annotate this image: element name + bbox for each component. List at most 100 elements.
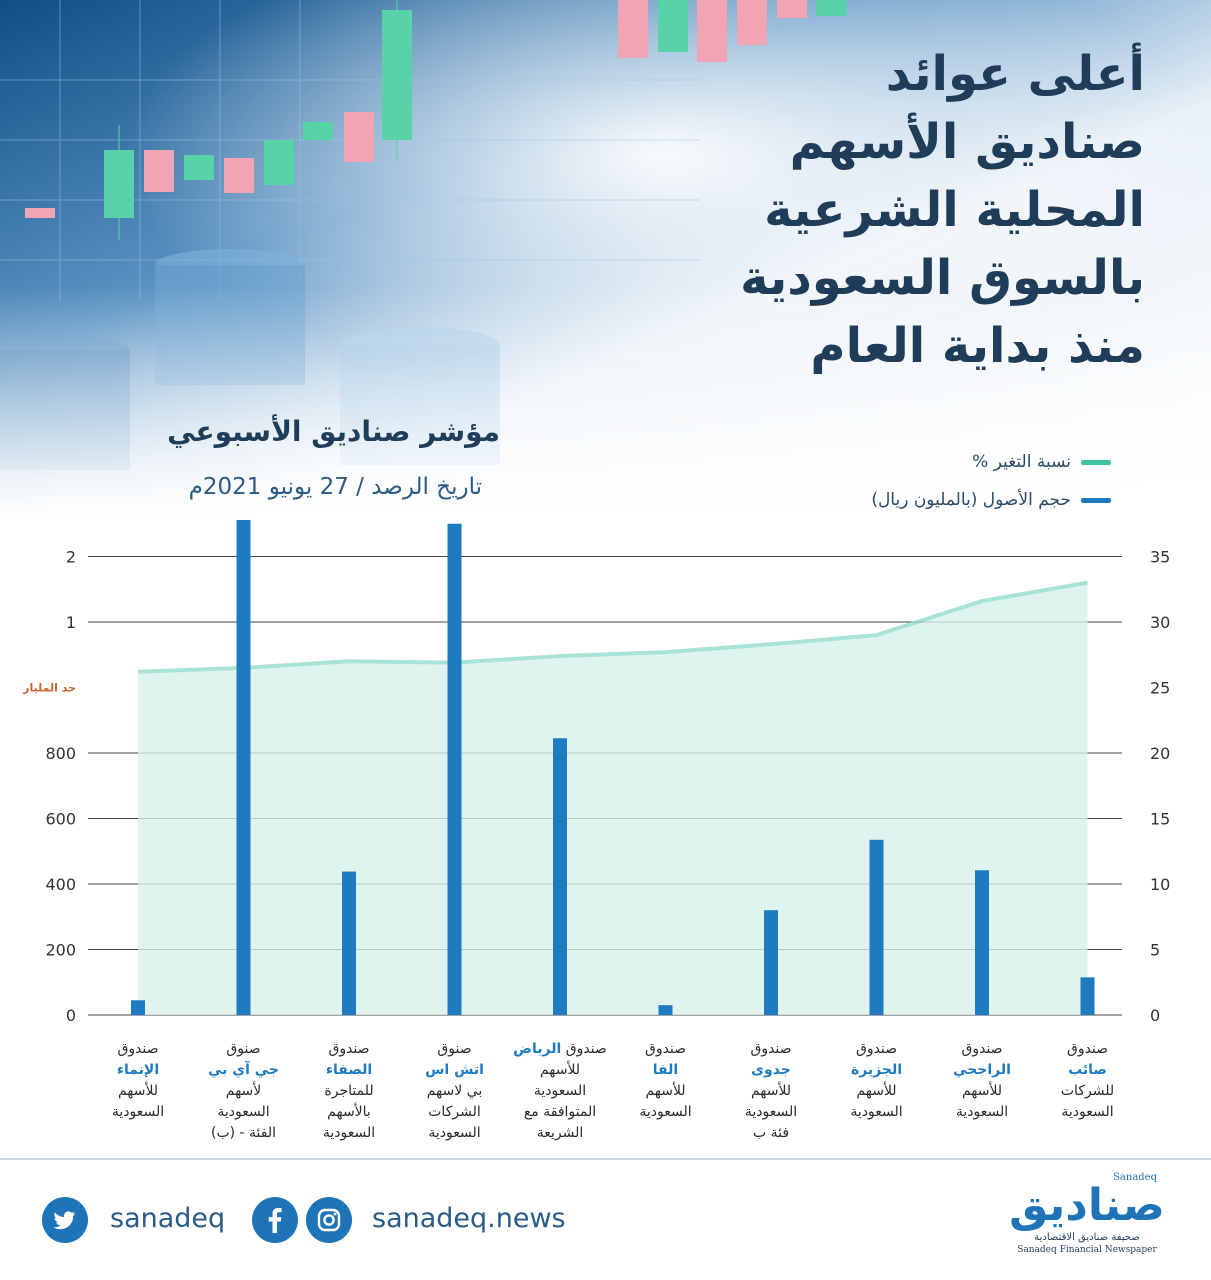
category-label-line: للشركات: [1061, 1083, 1114, 1099]
right-tick-label: 0: [1150, 1006, 1160, 1025]
category-label-line: الجزيرة: [851, 1062, 902, 1078]
right-tick-label: 10: [1150, 875, 1170, 894]
category-label-line: صندوق: [961, 1041, 1002, 1057]
legend-change-label: نسبة التغير %: [972, 452, 1071, 472]
assets-bar-7: [764, 910, 778, 1015]
category-label-line: الشركات: [428, 1104, 480, 1120]
category-label-line: السعودية: [639, 1104, 691, 1120]
logo-arabic-tagline: صحيفة صناديق الاقتصادية: [1034, 1232, 1140, 1243]
category-label-line: السعودية: [850, 1104, 902, 1120]
title-line-4: بالسوق السعودية: [740, 250, 1145, 306]
right-tick-label: 25: [1150, 679, 1170, 698]
category-label-line: لأسهم: [226, 1081, 262, 1099]
left-tick-label: 400: [45, 875, 76, 894]
assets-bar-6: [658, 1005, 673, 1015]
legend-swatch-assets: [1081, 497, 1111, 503]
legend-change: نسبة التغير %: [972, 452, 1111, 472]
assets-bar-10: [1080, 977, 1095, 1015]
legend-assets: حجم الأصول (بالمليون ريال): [871, 490, 1111, 510]
left-tick-label: 600: [45, 810, 76, 829]
category-label-line: صندوق: [1067, 1041, 1108, 1057]
title-line-1: أعلى عوائد: [885, 46, 1145, 102]
assets-bar-3: [342, 871, 356, 1015]
legend-swatch-change: [1081, 459, 1111, 465]
category-label-line: السعودية: [112, 1104, 164, 1120]
category-label-line: الإنماء: [117, 1062, 159, 1078]
change-line: [137, 580, 1088, 674]
category-label-line: صندوق: [645, 1041, 686, 1057]
chart-subtitle: مؤشر صناديق الأسبوعي: [167, 415, 500, 448]
category-label-line: بالأسهم: [327, 1102, 371, 1120]
category-label-line: للأسهم: [856, 1081, 896, 1099]
category-label-line: السعودية: [217, 1104, 269, 1120]
left-tick-label: 1: [66, 613, 76, 632]
category-label-line: للأسهم: [645, 1081, 685, 1099]
category-label-line: للأسهم: [540, 1060, 580, 1078]
category-label-line: الفا: [653, 1062, 678, 1078]
change-area: [138, 582, 1088, 1015]
category-label-line: جي آي بي: [208, 1060, 279, 1079]
left-tick-label: 800: [45, 744, 76, 763]
category-label-line: صائب: [1068, 1062, 1107, 1078]
category-label-line: المتوافقة مع: [524, 1104, 596, 1120]
assets-bar-2: [236, 520, 251, 1015]
instagram-icon[interactable]: [306, 1197, 352, 1243]
legend-assets-label: حجم الأصول (بالمليون ريال): [871, 490, 1071, 510]
category-label-line: اتش اس: [425, 1062, 484, 1078]
category-label-line: للأسهم: [118, 1081, 158, 1099]
billion-marker-label: حد المليار: [22, 682, 76, 695]
category-label-line: للمتاجرة: [324, 1083, 373, 1099]
left-tick-label: 0: [66, 1006, 76, 1025]
title-line-5: منذ بداية العام: [810, 318, 1145, 374]
assets-bar-4: [447, 523, 462, 1015]
logo-top-text: Sanadeq: [1113, 1172, 1157, 1183]
assets-bar-1: [131, 1000, 145, 1015]
title-line-2: صناديق الأسهم: [789, 114, 1145, 170]
category-label-line: الصفاء: [326, 1062, 372, 1078]
logo-english-tagline: Sanadeq Financial Newspaper: [1017, 1245, 1157, 1255]
assets-bar-9: [975, 870, 989, 1015]
category-label-line: صندوق الرياض: [513, 1041, 607, 1057]
category-label-line: السعودية: [956, 1104, 1008, 1120]
right-tick-label: 15: [1150, 810, 1170, 829]
website-link[interactable]: sanadeq.news: [372, 1203, 566, 1234]
category-label-line: السعودية: [1061, 1104, 1113, 1120]
category-label-line: صنوق: [226, 1041, 260, 1057]
category-label-line: للأسهم: [962, 1081, 1002, 1099]
sanadeq-logo: Sanadeq صناديق صحيفة صناديق الاقتصادية S…: [1007, 1172, 1167, 1270]
category-label-line: صندوق: [328, 1041, 369, 1057]
twitter-icon[interactable]: [42, 1197, 88, 1243]
right-tick-label: 20: [1150, 744, 1170, 763]
logo-main-text: صناديق: [1009, 1180, 1165, 1231]
category-label-line: صندوق: [856, 1041, 897, 1057]
footer-divider: [0, 1158, 1211, 1160]
category-label-line: جدوى: [751, 1062, 791, 1078]
category-label-line: السعودية: [534, 1083, 586, 1099]
title-line-3: المحلية الشرعية: [764, 182, 1145, 238]
category-label-line: الراجحي: [953, 1062, 1011, 1078]
category-label-line: للأسهم: [751, 1081, 791, 1099]
category-label-line: السعودية: [428, 1125, 480, 1141]
category-label-line: الشريعة: [537, 1125, 584, 1141]
facebook-icon[interactable]: [252, 1197, 298, 1243]
assets-bar-8: [869, 839, 884, 1015]
category-label-line: السعودية: [323, 1125, 375, 1141]
left-tick-label: 200: [45, 941, 76, 960]
twitter-handle[interactable]: sanadeq: [110, 1203, 226, 1234]
assets-bar-5: [553, 738, 567, 1015]
category-label-line: السعودية: [745, 1104, 797, 1120]
right-tick-label: 5: [1150, 941, 1160, 960]
category-label-line: الفئة - (ب): [211, 1125, 276, 1141]
category-label-line: صندوق: [750, 1041, 791, 1057]
observation-date: تاريخ الرصد / 27 يونيو 2021م: [188, 474, 482, 500]
category-label-line: صندوق: [117, 1041, 158, 1057]
main-title: أعلى عوائد صناديق الأسهم المحلية الشرعية…: [585, 40, 1145, 380]
category-label-line: بي لاسهم: [427, 1083, 483, 1099]
category-label-line: فئة ب: [753, 1125, 789, 1141]
right-tick-label: 30: [1150, 613, 1170, 632]
left-tick-label: 2: [66, 548, 76, 567]
header-background: [0, 0, 1211, 520]
right-tick-label: 35: [1150, 548, 1170, 567]
category-label-line: صنوق: [437, 1041, 471, 1057]
